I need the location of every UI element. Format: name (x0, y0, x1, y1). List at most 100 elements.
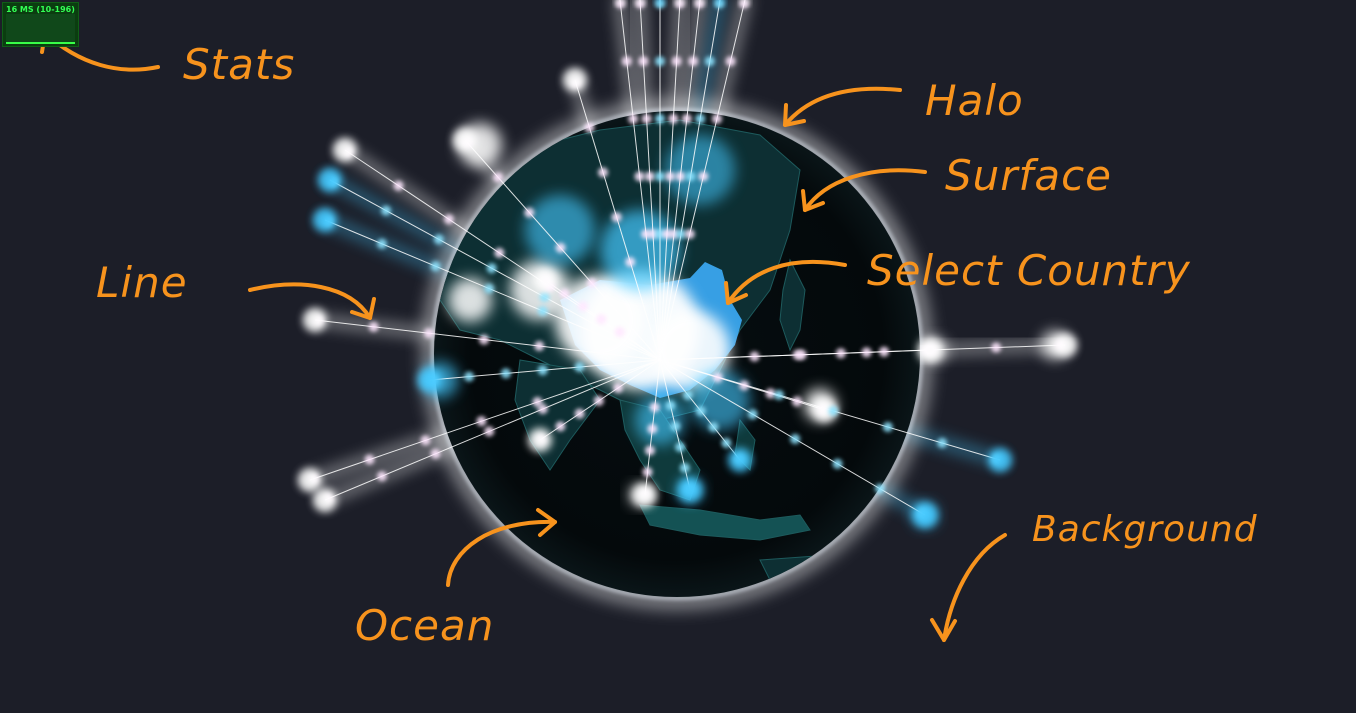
line-particle (559, 288, 570, 299)
line-particle (534, 341, 545, 351)
line-particle (675, 442, 686, 453)
line-particle (586, 278, 597, 288)
line-particle (430, 448, 441, 459)
arrow-line (248, 282, 372, 320)
land-islands (639, 504, 811, 541)
line-particle (577, 301, 588, 312)
endpoint-glow (418, 368, 442, 392)
line-particle (376, 238, 387, 249)
glow-blob (690, 370, 750, 430)
endpoint-glow (678, 478, 702, 502)
line-particle (625, 257, 636, 267)
line-particle (669, 229, 679, 239)
line-particle (835, 348, 846, 359)
line-particle (991, 342, 1002, 353)
endpoint-glow (716, 0, 724, 4)
arrow-select-country-head (724, 281, 748, 305)
arrow-surface (803, 168, 927, 212)
arrow-halo (783, 86, 902, 127)
line-particle (698, 171, 709, 182)
endpoint-glow (741, 0, 749, 4)
line-particle (683, 390, 693, 400)
line-particle (484, 283, 495, 294)
line-particles (298, 0, 1077, 527)
line-particle (614, 327, 625, 337)
line-particle (655, 229, 665, 239)
line-particle (765, 388, 776, 399)
endpoint-glow (636, 0, 644, 4)
line-particle (688, 56, 699, 67)
line-particle (695, 406, 706, 416)
line-particle (598, 167, 609, 178)
line-particle (668, 113, 679, 124)
line-particle (537, 404, 548, 414)
line-particle (613, 383, 623, 393)
line-particle (537, 306, 548, 316)
line-particle (665, 171, 676, 182)
line-particle (644, 171, 655, 182)
line-particle (791, 396, 802, 407)
endpoint-glow (633, 483, 657, 507)
line-particle (681, 113, 692, 124)
glow-blob (665, 135, 735, 205)
line-particle (675, 171, 686, 182)
endpoint-glow (918, 338, 942, 362)
endpoint-glow (528, 428, 552, 452)
arrow-surface-head (801, 189, 825, 212)
line-particle (555, 421, 566, 432)
arrow-background (942, 533, 1007, 642)
line-particle (634, 171, 645, 182)
line-particle (685, 171, 696, 182)
endpoint-glow (988, 448, 1012, 472)
glow-blob (650, 310, 730, 390)
stats-panel[interactable]: 16 MS (10-196) (2, 2, 79, 47)
line-particle (443, 214, 454, 225)
line-particle (486, 263, 497, 274)
endpoint-glow (533, 268, 557, 292)
line-particle (644, 445, 655, 456)
line-particle (647, 423, 658, 434)
line-particle (574, 362, 585, 372)
line-particle (739, 380, 750, 391)
label-background: Background (1032, 509, 1258, 550)
line-particle (537, 365, 548, 376)
line-particle (721, 438, 732, 448)
endpoint-glow (728, 448, 752, 472)
line-particle (679, 462, 690, 473)
endpoint-glow (313, 488, 337, 512)
line-particle (670, 421, 681, 432)
endpoint-glow (813, 398, 837, 422)
line-particle (684, 229, 695, 239)
line-particle (420, 435, 431, 446)
line-particle (671, 56, 682, 67)
stats-graph (6, 14, 75, 44)
line-particle (423, 328, 434, 339)
line-particle (539, 292, 550, 302)
stats-bar (6, 42, 75, 44)
line-particle (642, 467, 653, 478)
line-particle (655, 171, 665, 182)
line-particle (433, 234, 444, 245)
line-particle (493, 172, 504, 183)
line-particle (593, 395, 604, 406)
arrow-line-head (350, 297, 376, 320)
arrow-ocean (446, 519, 557, 587)
line-particle (555, 242, 566, 253)
line-particle (695, 113, 706, 124)
line-particle (725, 56, 736, 67)
line-particle (655, 113, 665, 124)
line-particle (749, 351, 760, 362)
line-particle (832, 458, 843, 469)
line-particle (704, 56, 715, 67)
line-particle (364, 454, 375, 465)
line-particle (708, 422, 719, 432)
line-particle (479, 334, 490, 345)
line-particle (464, 371, 475, 382)
line-particle (584, 122, 595, 133)
line-particle (655, 56, 665, 67)
endpoint-glow (616, 0, 624, 4)
line-particle (500, 368, 511, 379)
land-japan (779, 258, 806, 352)
